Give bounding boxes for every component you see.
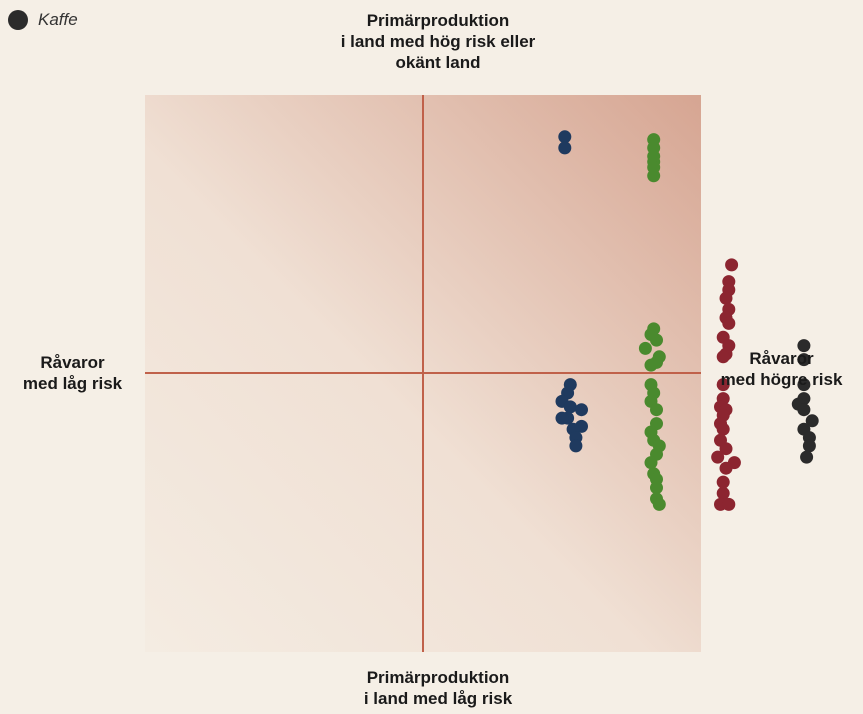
- axis-label-bottom: Primärproduktion i land med låg risk: [230, 667, 646, 709]
- axis-label-left-line-1: Råvaror: [40, 353, 105, 372]
- axis-label-top-line-3: okänt land: [395, 53, 481, 72]
- axis-label-left: Råvaror med låg risk: [0, 352, 145, 394]
- data-point-series-3-4: [719, 291, 733, 305]
- data-point-series-4-2: [797, 353, 811, 367]
- data-point-series-2-6: [647, 169, 661, 183]
- data-point-series-3-24: [716, 475, 730, 489]
- data-point-series-3-25: [716, 486, 730, 500]
- data-point-series-3-27: [722, 497, 736, 511]
- axis-label-left-line-2: med låg risk: [22, 374, 123, 393]
- data-point-series-4-1: [797, 339, 811, 353]
- data-point-series-2-13: [650, 355, 663, 369]
- axis-label-top-line-2: i land med hög risk eller: [340, 32, 536, 51]
- axis-label-top: Primärproduktion i land med hög risk ell…: [230, 10, 646, 73]
- data-point-series-3-20: [719, 442, 733, 456]
- data-point-series-2-28: [652, 497, 666, 511]
- data-point-series-4-10: [802, 439, 816, 453]
- axis-label-right-line-1: Råvaror: [749, 349, 814, 368]
- data-point-series-1-9: [555, 411, 569, 425]
- data-point-series-3-12: [716, 378, 730, 392]
- data-point-series-1-13: [569, 439, 583, 453]
- data-point-series-2-9: [650, 333, 663, 347]
- data-point-series-1-2: [558, 141, 572, 155]
- data-points: [555, 130, 819, 511]
- data-point-series-4-7: [805, 414, 819, 428]
- data-point-series-4-3: [797, 378, 811, 392]
- legend-label-kaffe: Kaffe: [38, 10, 78, 29]
- data-point-series-3-1: [725, 258, 739, 272]
- axis-label-top-line-1: Primärproduktion: [366, 11, 510, 30]
- data-point-series-2-17: [650, 403, 663, 417]
- legend-item-kaffe: Kaffe: [8, 10, 78, 30]
- data-point-series-3-23: [719, 461, 733, 475]
- legend-swatch-kaffe: [8, 10, 28, 30]
- data-point-series-1-6: [563, 400, 577, 414]
- data-point-series-2-10: [638, 341, 652, 355]
- data-point-series-3-21: [711, 450, 725, 464]
- data-point-series-1-7: [575, 403, 588, 417]
- data-point-series-3-18: [716, 422, 730, 436]
- axis-label-right: Råvaror med högre risk: [700, 348, 863, 390]
- axis-label-bottom-line-1: Primärproduktion: [366, 668, 510, 687]
- data-point-series-2-26: [650, 481, 663, 495]
- data-point-series-2-23: [644, 456, 658, 470]
- data-point-series-3-7: [722, 316, 736, 330]
- axis-label-right-line-2: med högre risk: [720, 370, 843, 389]
- data-point-series-4-11: [800, 450, 814, 464]
- data-point-series-4-6: [797, 403, 811, 417]
- data-point-series-3-11: [716, 350, 730, 364]
- axis-label-bottom-line-2: i land med låg risk: [363, 689, 513, 708]
- data-point-series-1-1: [558, 130, 572, 144]
